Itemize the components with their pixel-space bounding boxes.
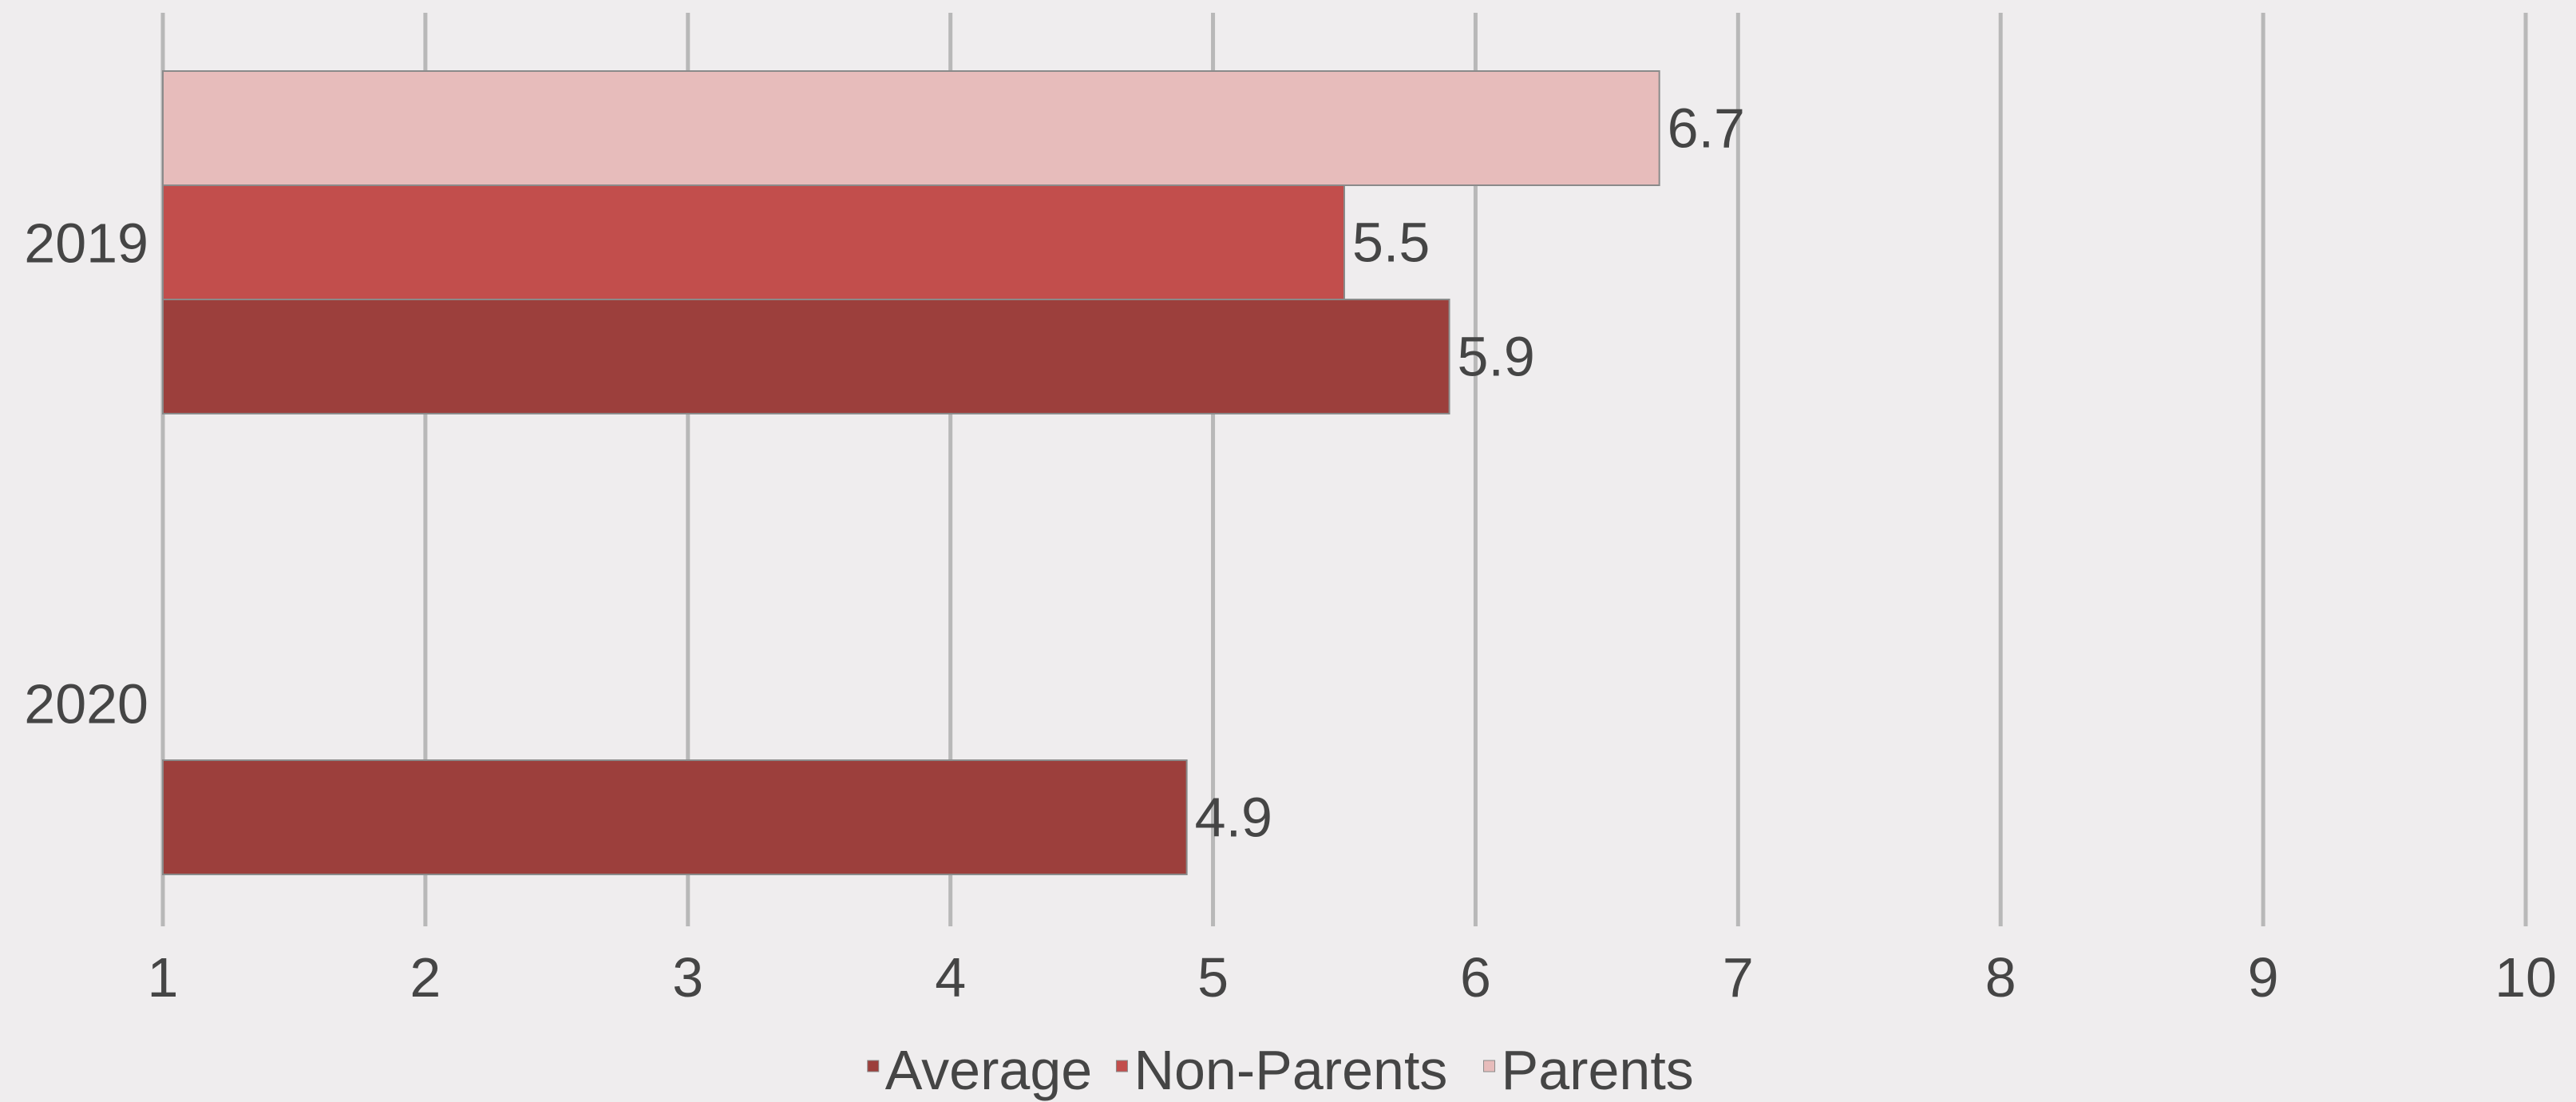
data-labels: 5.9 5.5 6.7 4.9 (1195, 97, 1745, 849)
x-tick-label: 10 (2495, 946, 2557, 1009)
category-labels: 2019 2020 (24, 212, 148, 735)
x-tick-label: 1 (148, 946, 179, 1009)
bar-parents (162, 70, 1660, 186)
x-tick-label: 3 (672, 946, 703, 1009)
data-label: 5.5 (1352, 212, 1430, 274)
x-tick-label: 8 (1985, 946, 2016, 1009)
legend-label: Parents (1502, 1039, 1694, 1101)
legend-swatch (867, 1060, 880, 1072)
legend: Average Non-Parents Parents (867, 1039, 1694, 1101)
x-tick-label: 5 (1197, 946, 1229, 1009)
legend-swatch (1115, 1060, 1128, 1072)
data-label: 5.9 (1458, 326, 1535, 388)
legend-label: Non-Parents (1134, 1039, 1447, 1101)
legend-item-average: Average (867, 1039, 1092, 1101)
legend-item-non-parents: Non-Parents (1115, 1039, 1447, 1101)
x-tick-label: 2 (410, 946, 441, 1009)
bar-average (162, 299, 1450, 414)
bars (162, 70, 1660, 875)
x-tick-label: 9 (2248, 946, 2279, 1009)
category-label: 2019 (24, 212, 148, 275)
data-label: 6.7 (1668, 97, 1745, 160)
data-label: 4.9 (1195, 787, 1272, 849)
x-tick-label: 4 (935, 946, 966, 1009)
legend-swatch (1483, 1060, 1496, 1072)
x-axis-tick-labels: 1 2 3 4 5 6 7 8 9 10 (148, 946, 2557, 1009)
legend-item-parents: Parents (1483, 1039, 1694, 1101)
category-label: 2020 (24, 673, 148, 735)
x-tick-label: 7 (1723, 946, 1754, 1009)
legend-label: Average (885, 1039, 1092, 1101)
x-tick-label: 6 (1460, 946, 1491, 1009)
bar-average (162, 759, 1188, 875)
bar-non-parents (162, 184, 1345, 300)
